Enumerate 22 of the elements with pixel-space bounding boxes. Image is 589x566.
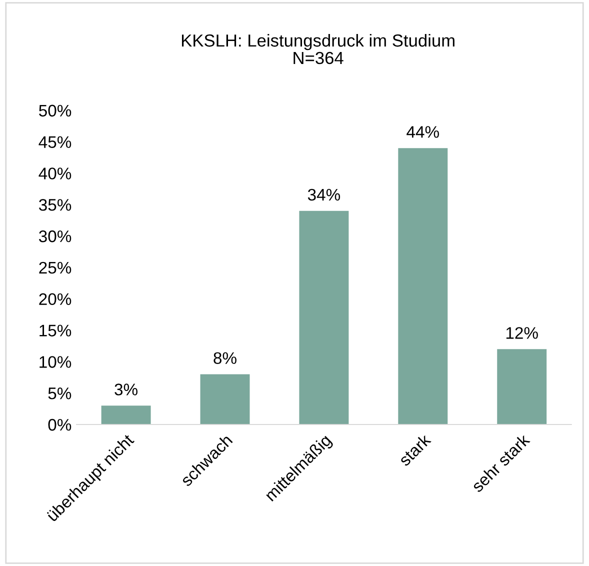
y-tick-label: 45% — [38, 136, 72, 148]
y-tick-label: 40% — [38, 168, 72, 180]
y-tick-label: 25% — [39, 262, 72, 274]
data-label: 44% — [406, 126, 439, 138]
data-label: 12% — [506, 327, 538, 339]
bar — [398, 148, 448, 424]
bar — [299, 210, 349, 424]
y-tick-label: 10% — [40, 356, 72, 368]
data-label: 34% — [308, 188, 340, 201]
data-label: 8% — [214, 352, 236, 364]
bar — [101, 406, 151, 424]
y-tick-label: 35% — [38, 199, 72, 211]
y-tick-label: 0% — [48, 418, 72, 431]
bar — [200, 374, 250, 424]
y-tick-label: 15% — [40, 324, 72, 336]
y-tick-label: 20% — [39, 293, 72, 306]
y-tick-label: 30% — [38, 230, 72, 242]
bar — [497, 349, 547, 424]
y-tick-label: 50% — [39, 104, 72, 117]
chart-title: KKSLH: Leistungsdruck im Studium N=364 — [182, 34, 454, 64]
data-label: 3% — [114, 384, 138, 396]
y-tick-label: 5% — [48, 388, 72, 400]
